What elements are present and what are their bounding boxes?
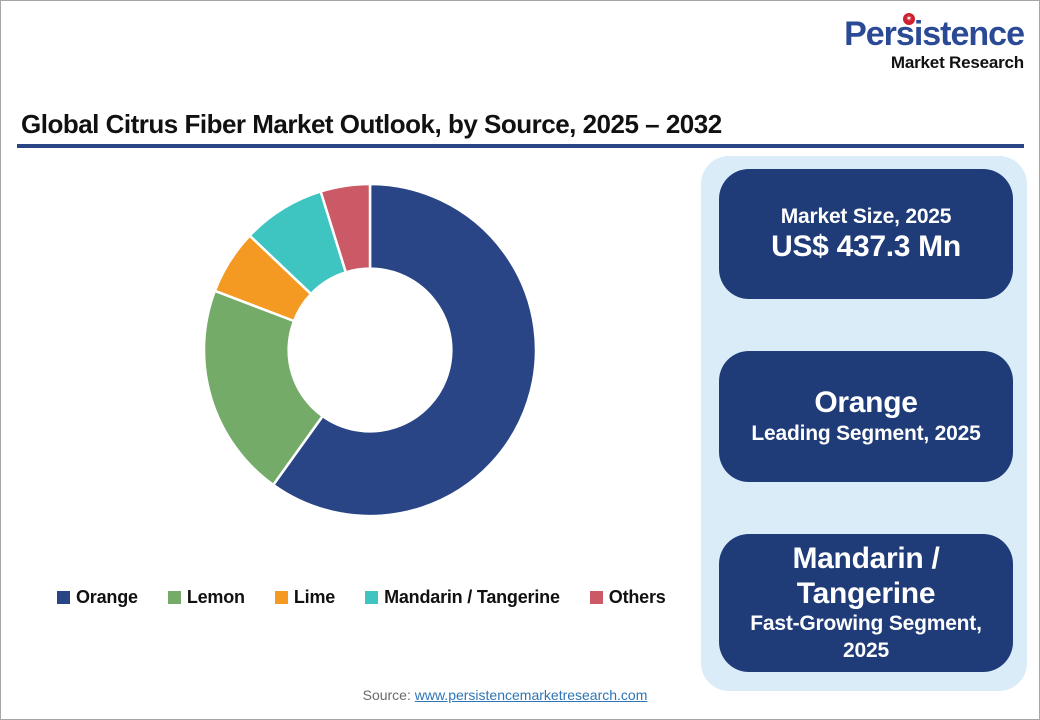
- brand-name: Persistence ✶: [844, 13, 1025, 53]
- leading-segment-card: Orange Leading Segment, 2025: [719, 351, 1013, 482]
- legend-item-lemon: Lemon: [167, 587, 245, 608]
- donut-chart-svg: [202, 182, 538, 518]
- legend-item-mandarin-tangerine: Mandarin / Tangerine: [365, 587, 560, 608]
- source-link[interactable]: www.persistencemarketresearch.com: [414, 687, 648, 703]
- legend-item-lime: Lime: [274, 587, 336, 608]
- fast-growing-segment-value: Mandarin / Tangerine: [792, 542, 940, 610]
- brand-name-text: Persistence: [844, 15, 1025, 53]
- donut-segment-others: [319, 182, 372, 274]
- legend-swatch-icon: [274, 591, 288, 604]
- brand-tagline: Market Research: [890, 53, 1024, 72]
- highlight-panel: Market Size, 2025 US$ 437.3 Mn Orange Le…: [701, 156, 1027, 691]
- title-underline: [17, 144, 1024, 148]
- source-line: Source: www.persistencemarketresearch.co…: [1, 687, 1009, 703]
- donut-chart: [200, 180, 540, 520]
- fast-growing-segment-label: Fast-Growing Segment, 2025: [750, 612, 982, 662]
- market-size-value: US$ 437.3 Mn: [771, 229, 961, 263]
- legend-swatch-icon: [57, 591, 70, 604]
- legend-label: Orange: [76, 587, 138, 607]
- legend-swatch-icon: [167, 591, 181, 604]
- donut-segment-orange: [272, 182, 538, 518]
- fast-growing-segment-card: Mandarin / Tangerine Fast-Growing Segmen…: [719, 534, 1013, 672]
- donut-segment-lemon: [202, 289, 324, 487]
- legend-label: Mandarin / Tangerine: [384, 587, 560, 607]
- source-prefix: Source:: [362, 687, 415, 703]
- star-icon: ✶: [903, 13, 915, 25]
- leading-segment-label: Leading Segment, 2025: [751, 421, 981, 445]
- market-size-label: Market Size, 2025: [780, 204, 952, 228]
- leading-segment-value: Orange: [814, 386, 918, 420]
- legend-label: Lime: [293, 587, 336, 607]
- brand-logo: Persistence ✶ Market Research: [844, 13, 1025, 72]
- legend-label: Others: [608, 587, 666, 607]
- legend-label: Lemon: [186, 587, 245, 607]
- legend-swatch-icon: [365, 591, 379, 604]
- legend-item-others: Others: [589, 587, 666, 608]
- market-size-card: Market Size, 2025 US$ 437.3 Mn: [719, 169, 1013, 299]
- chart-legend: Orange Lemon Lime Mandarin / Tangerine Other…: [57, 587, 666, 608]
- page-title: Global Citrus Fiber Market Outlook, by S…: [21, 109, 722, 139]
- legend-item-orange: Orange: [57, 587, 138, 608]
- legend-swatch-icon: [589, 591, 603, 604]
